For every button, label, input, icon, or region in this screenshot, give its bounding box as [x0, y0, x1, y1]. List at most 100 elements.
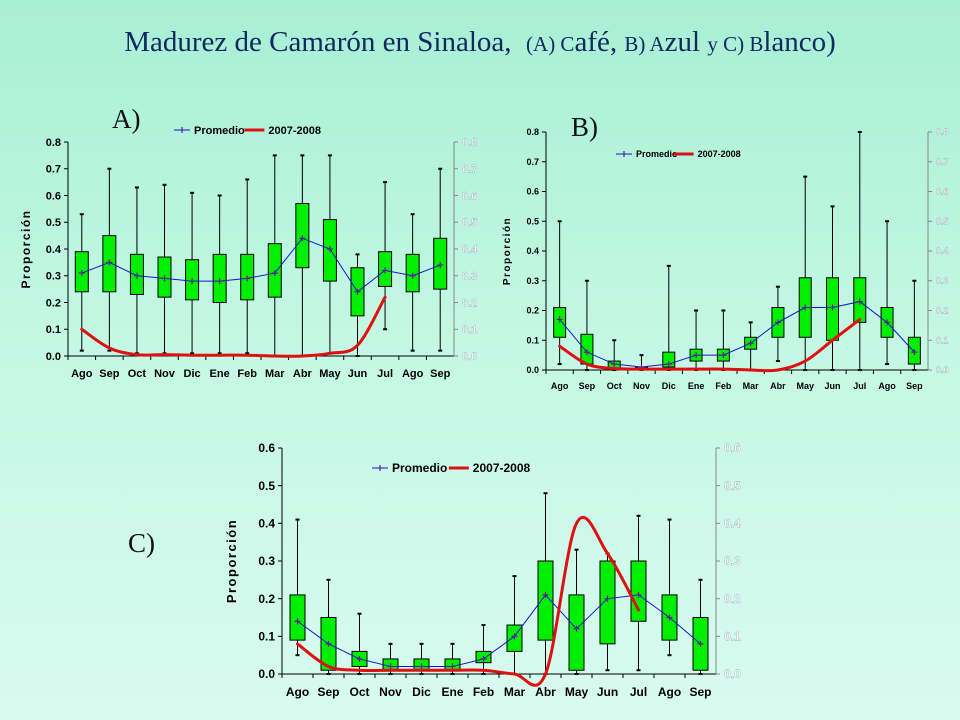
- x-tick-label: Mar: [743, 381, 760, 391]
- x-tick-label: Ago: [402, 368, 424, 380]
- series-promedio-point: [911, 349, 918, 356]
- box-ago: [289, 594, 306, 641]
- series-promedio-point: [409, 272, 416, 279]
- y-tick-label-right: 0.2: [462, 297, 477, 309]
- x-tick-label: Ene: [441, 685, 463, 699]
- x-tick-label: Jul: [853, 381, 866, 391]
- series-promedio-line: [297, 594, 701, 667]
- y-tick-label-left: 0.5: [526, 216, 539, 226]
- title-sub-6: lanco: [763, 26, 827, 58]
- y-tick-label-right: 0.2: [936, 306, 949, 316]
- y-tick-label-right: 0.1: [936, 335, 949, 345]
- series-promedio-point: [216, 278, 223, 285]
- box-abr: [537, 560, 554, 641]
- y-tick-label-left: 0.5: [46, 217, 61, 229]
- x-tick-label: May: [319, 368, 341, 380]
- y-tick-label-right: 0.1: [724, 630, 741, 644]
- y-tick-label-right: 0.1: [462, 324, 477, 336]
- legend-promedio-label: Promedio: [194, 125, 245, 137]
- title-main: Madurez de Camarón en Sinaloa,: [124, 26, 512, 58]
- y-tick-label-right: 0.3: [462, 271, 477, 283]
- series-promedio-point: [774, 319, 781, 326]
- series-promedio-point: [856, 298, 863, 305]
- title-sub-7: ): [826, 26, 836, 58]
- chart-a-svg: 0.0 0.0 0.1 0.1 0.2 0.2 0.3 0.3 0.4 0.4 0.5 0.5 0.6 0…: [19, 125, 478, 380]
- y-tick-label-right: 0.5: [724, 479, 741, 493]
- y-tick-label-left: 0.5: [258, 479, 275, 493]
- x-tick-label: Jul: [630, 685, 647, 699]
- x-tick-label: Jul: [377, 368, 393, 380]
- series-promedio-point: [326, 246, 333, 252]
- x-tick-label: Nov: [633, 381, 650, 391]
- x-tick-label: Sep: [906, 381, 923, 391]
- y-axis-label: Proporción: [502, 217, 513, 285]
- y-tick-label-left: 0.6: [526, 187, 539, 197]
- x-tick-label: Nov: [154, 368, 176, 380]
- series-promedio-point: [635, 591, 642, 598]
- legend-promedio-label: Promedio: [392, 461, 447, 475]
- y-tick-label-right: 0.4: [936, 246, 949, 256]
- x-tick-label: Jun: [597, 685, 618, 699]
- y-tick-label-left: 0.0: [258, 667, 275, 681]
- series-promedio-point: [556, 316, 563, 323]
- y-tick-label-right: 0.0: [724, 667, 741, 681]
- series-promedio-line: [559, 301, 915, 368]
- y-tick-label-right: 0.6: [936, 187, 949, 197]
- y-tick-label-right: 0.3: [936, 276, 949, 286]
- x-tick-label: Jun: [824, 381, 840, 391]
- legend-2007-2008-label: 2007-2008: [268, 125, 321, 137]
- legend-2007-2008-label: 2007-2008: [473, 461, 531, 475]
- x-tick-label: Sep: [99, 368, 119, 380]
- legend-2007-2008-label: 2007-2008: [698, 149, 741, 159]
- y-tick-label-left: 0.4: [526, 246, 539, 256]
- x-tick-label: May: [565, 685, 589, 699]
- series-promedio-point: [542, 591, 549, 598]
- series-promedio-point: [244, 275, 251, 282]
- y-tick-label-left: 0.0: [46, 351, 61, 363]
- series-promedio-point: [437, 262, 444, 269]
- y-tick-label-left: 0.1: [258, 630, 275, 644]
- x-tick-label: Ago: [286, 685, 309, 699]
- series-promedio-point: [294, 618, 301, 625]
- y-tick-label-left: 0.3: [46, 271, 61, 283]
- x-tick-label: Feb: [473, 685, 494, 699]
- series-promedio-point: [720, 352, 727, 359]
- y-tick-label-left: 0.4: [258, 517, 275, 531]
- y-tick-label-left: 0.8: [46, 137, 61, 149]
- x-tick-label: Feb: [237, 368, 257, 380]
- panel-label-a: A): [112, 104, 141, 134]
- y-tick-label-left: 0.6: [258, 441, 275, 455]
- y-tick-label-right: 0.8: [936, 127, 949, 137]
- series-promedio-point: [604, 595, 611, 602]
- x-tick-label: Dic: [184, 368, 201, 380]
- y-tick-label-right: 0.7: [462, 164, 477, 176]
- y-tick-label-right: 0.7: [936, 157, 949, 167]
- box-may: [568, 594, 585, 671]
- y-tick-label-right: 0.3: [724, 554, 741, 568]
- series-promedio-point: [480, 655, 487, 662]
- y-tick-label-left: 0.0: [526, 365, 539, 375]
- y-tick-label-left: 0.1: [526, 335, 539, 345]
- series-promedio-point: [325, 640, 332, 647]
- y-tick-label-right: 0.0: [936, 365, 949, 375]
- x-tick-label: Sep: [689, 685, 711, 699]
- x-tick-label: Oct: [128, 368, 147, 380]
- y-tick-label-right: 0.4: [724, 517, 741, 531]
- x-tick-label: Jun: [348, 368, 368, 380]
- legend: Promedio 2007-2008: [174, 125, 321, 137]
- y-tick-label-left: 0.2: [46, 297, 61, 309]
- x-tick-label: Oct: [349, 685, 369, 699]
- series-promedio-point: [387, 663, 394, 670]
- x-tick-label: Abr: [535, 685, 556, 699]
- series-promedio-point: [133, 272, 140, 279]
- series-promedio-point: [829, 304, 836, 311]
- y-tick-label-left: 0.8: [526, 127, 539, 137]
- series-promedio-point: [802, 304, 809, 311]
- y-tick-label-right: 0.6: [724, 441, 741, 455]
- y-tick-label-right: 0.2: [724, 592, 741, 606]
- series-promedio-point: [78, 270, 85, 277]
- series-promedio-point: [271, 270, 278, 277]
- y-tick-label-left: 0.6: [46, 190, 61, 202]
- chart-a: 0.0 0.0 0.1 0.1 0.2 0.2 0.3 0.3 0.4 0.4 0.5 0.5 0.6 0…: [14, 120, 486, 398]
- y-tick-label-right: 0.0: [462, 351, 477, 363]
